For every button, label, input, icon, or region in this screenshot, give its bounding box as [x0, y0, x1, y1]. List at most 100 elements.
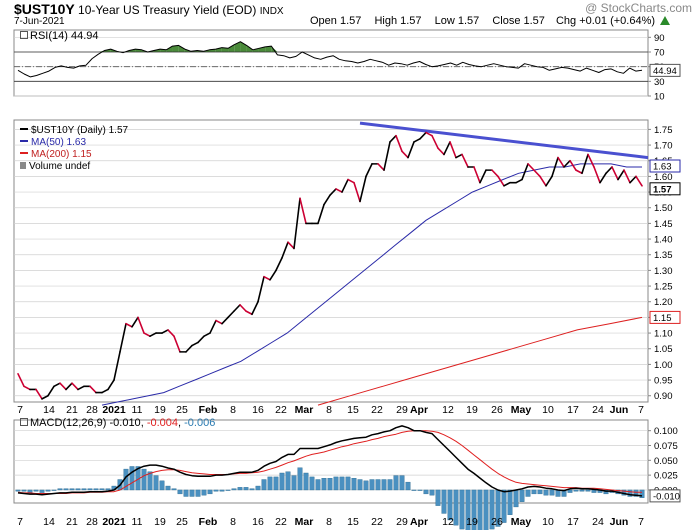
- rsi-overbought-fill: [172, 45, 179, 52]
- price-segment: [491, 169, 499, 178]
- x-tick-label: 17: [567, 404, 579, 416]
- price-tick-label: 1.60: [654, 172, 673, 183]
- legend-price: $UST10Y (Daily) 1.57: [20, 125, 128, 137]
- price-segment: [227, 310, 235, 319]
- rsi-last-value: 44.94: [653, 66, 677, 77]
- macd-histogram-bar: [159, 480, 165, 491]
- macd-histogram-bar: [171, 488, 177, 491]
- macd-histogram-bar: [237, 487, 243, 491]
- macd-legend: MACD(12,26,9) -0.010, -0.004, -0.006: [20, 417, 215, 429]
- price-segment: [629, 175, 637, 184]
- macd-histogram-bar: [549, 489, 555, 496]
- macd-histogram-bar: [465, 489, 471, 530]
- ma50-tag-box: [649, 159, 681, 173]
- macd-line: [17, 425, 643, 497]
- macd-histogram-bar: [201, 489, 207, 496]
- price-segment: [575, 169, 583, 175]
- price-segment: [299, 197, 307, 225]
- price-segment: [389, 134, 397, 143]
- price-segment: [251, 300, 259, 316]
- x-tick-label: 19: [466, 516, 478, 528]
- macd-histogram-bar: [219, 489, 225, 492]
- macd-histogram-bar: [87, 488, 93, 491]
- macd-histogram-bar: [285, 471, 291, 491]
- price-tick-label: 1.10: [654, 329, 673, 340]
- macd-histogram-bar: [405, 481, 411, 491]
- price-segment: [395, 134, 403, 153]
- macd-histogram-bar: [435, 489, 441, 506]
- price-segment: [203, 332, 211, 338]
- x-tick-label: Jun: [610, 404, 629, 416]
- macd-histogram-bar: [189, 489, 195, 497]
- price-segment: [263, 275, 271, 281]
- price-segment: [329, 188, 337, 196]
- ohlc-bar: Open 1.57 High 1.57 Low 1.57 Close 1.57 …: [310, 15, 671, 27]
- price-tick-label: 1.00: [654, 360, 673, 371]
- rsi-overbought-fill: [178, 45, 185, 52]
- x-tick-label: 10: [542, 516, 554, 528]
- x-tick-label: 16: [252, 516, 264, 528]
- macd-histogram-bar: [525, 489, 531, 497]
- x-tick-label: 19: [466, 404, 478, 416]
- price-segment: [599, 172, 607, 184]
- x-tick-label: 24: [592, 516, 604, 528]
- exchange: INDX: [259, 6, 284, 17]
- price-panel: 0.90 0.95 1.00 1.05 1.10 1.15 1.20 1.25 1.30 1.35…: [13, 119, 681, 406]
- price-segment: [143, 332, 151, 338]
- price-segment: [461, 153, 469, 168]
- x-tick-label: 11: [132, 404, 143, 416]
- macd-frame: [13, 419, 649, 504]
- x-tick-label: 8: [326, 516, 332, 528]
- macd-histogram-bar: [513, 489, 519, 508]
- ma200-tag: 1.15: [653, 313, 672, 324]
- price-segment: [431, 134, 439, 149]
- macd-histogram-bar: [99, 488, 105, 491]
- macd-histogram-bar: [351, 478, 357, 491]
- x-tick-label: 29: [396, 516, 408, 528]
- macd-histogram-bar: [21, 489, 27, 492]
- x-tick-label: Apr: [410, 404, 428, 416]
- macd-histogram-bar: [297, 467, 303, 491]
- x-tick-label: 28: [86, 404, 98, 416]
- price-segment: [497, 175, 505, 187]
- x-tick-label: 8: [230, 516, 236, 528]
- price-segment: [245, 310, 253, 316]
- macd-histogram-bar: [213, 489, 219, 492]
- price-segment: [503, 181, 511, 187]
- macd-histogram-bar: [639, 489, 645, 498]
- x-tick-label: 7: [17, 516, 23, 528]
- x-tick-label: 22: [275, 404, 287, 416]
- ma200-line: [317, 316, 643, 406]
- legend-volume: Volume undef: [20, 161, 128, 173]
- price-segment: [617, 169, 625, 181]
- square-icon: [20, 31, 28, 39]
- price-segment: [359, 175, 367, 203]
- macd-histogram-bar: [591, 489, 597, 493]
- price-segment: [365, 163, 373, 178]
- x-tick-label: May: [511, 516, 532, 528]
- x-tick-label: 26: [491, 516, 503, 528]
- macd-histogram-bar: [501, 489, 507, 523]
- symbol-name: 10-Year US Treasury Yield (EOD): [78, 3, 257, 17]
- macd-histogram-bar: [291, 475, 297, 491]
- x-tick-label: Apr: [410, 516, 428, 528]
- price-segment: [479, 169, 487, 184]
- price-segment: [605, 166, 613, 175]
- macd-histogram-bar: [441, 489, 447, 514]
- price-segment: [167, 329, 175, 338]
- price-segment: [41, 394, 49, 400]
- price-segment: [137, 316, 145, 334]
- x-tick-label: 2021: [102, 404, 126, 416]
- macd-histogram-bar: [477, 489, 483, 530]
- price-segment: [101, 388, 109, 394]
- price-segment: [551, 156, 559, 178]
- price-segment: [65, 382, 73, 391]
- x-tick-label: 22: [275, 516, 287, 528]
- price-segment: [515, 178, 523, 184]
- macd-histogram-bar: [279, 472, 285, 491]
- price-segment: [149, 332, 157, 338]
- chart-header: $UST10Y 10-Year US Treasury Yield (EOD) …: [14, 1, 284, 17]
- macd-histogram-bar: [63, 488, 69, 491]
- ma200-tag-box: [649, 310, 681, 324]
- price-segment: [425, 131, 433, 137]
